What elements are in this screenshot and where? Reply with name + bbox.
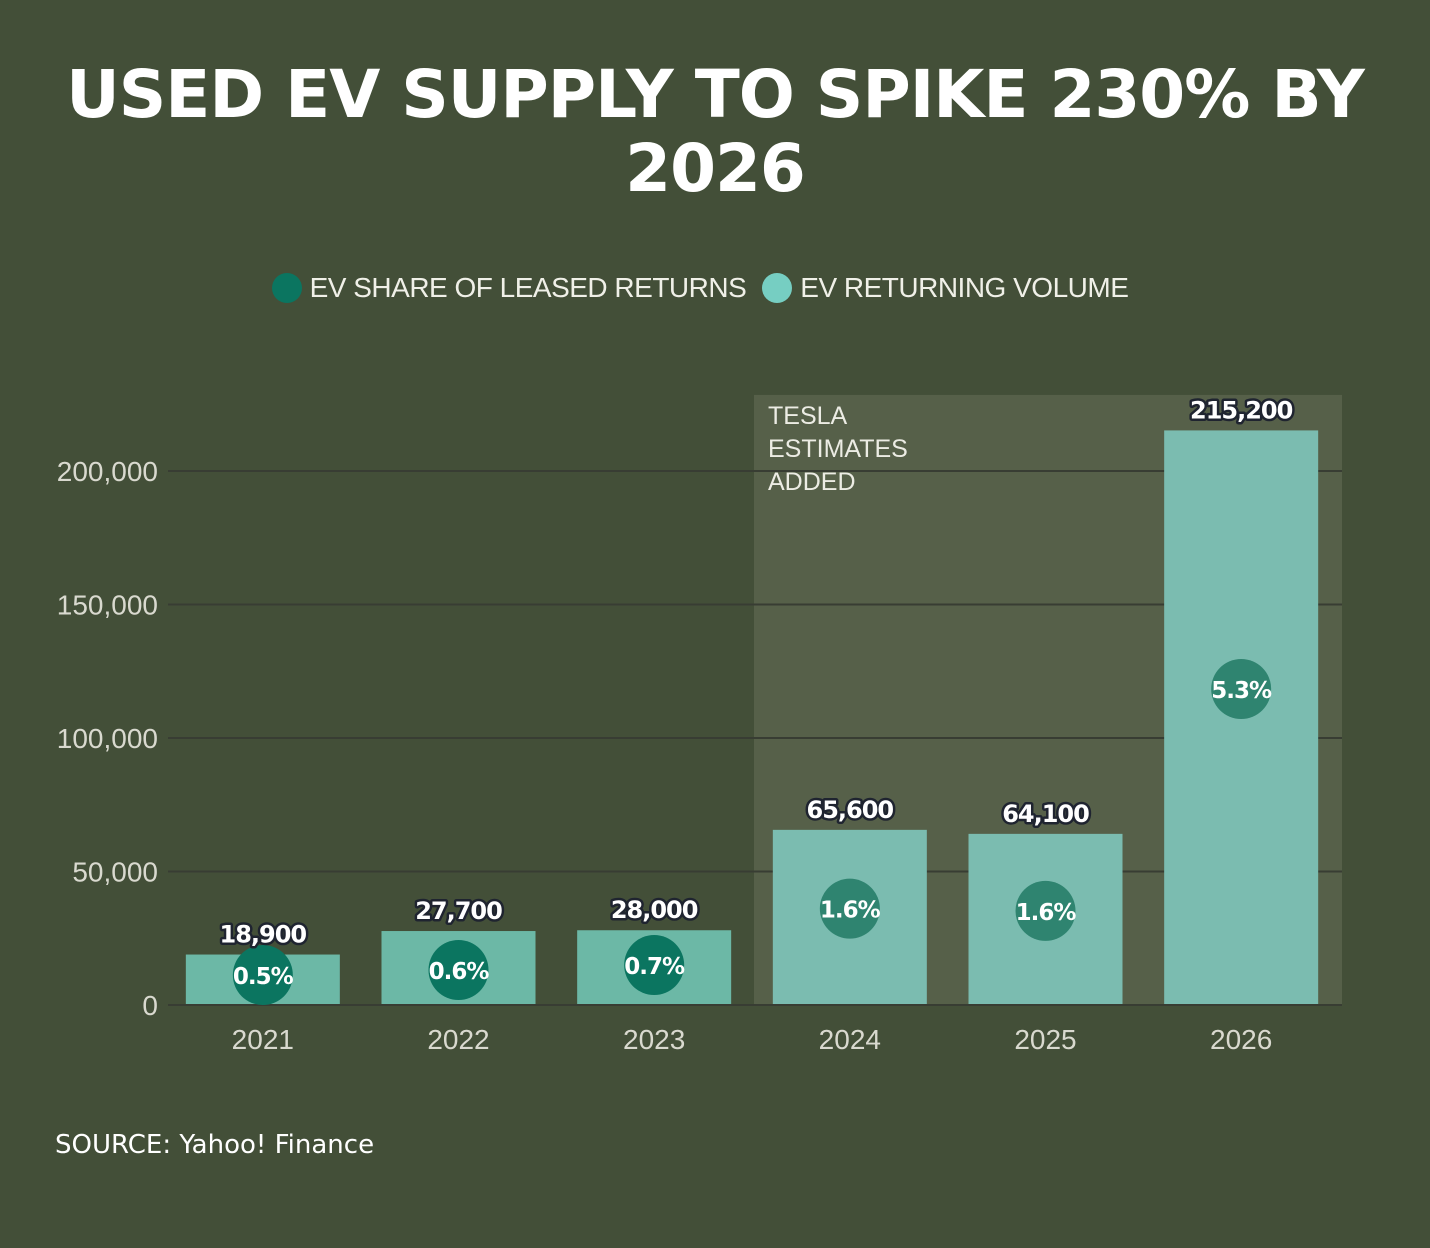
value-label-2024: 65,600 xyxy=(807,796,894,824)
x-tick-label-2026: 2026 xyxy=(1210,1024,1272,1055)
legend-item-volume: EV RETURNING VOLUME xyxy=(762,272,1129,304)
value-label-2026: 215,200 xyxy=(1190,396,1293,424)
share-label-2023: 0.7% xyxy=(624,954,685,980)
share-dot-2022 xyxy=(428,940,489,1000)
share-label-2022: 0.6% xyxy=(429,959,490,985)
chart-title: USED EV SUPPLY TO SPIKE 230% BY 2026 xyxy=(66,56,1365,207)
legend-dot-share xyxy=(271,273,302,303)
legend-item-share: EV SHARE OF LEASED RETURNS xyxy=(271,272,747,304)
legend-label-share: EV SHARE OF LEASED RETURNS xyxy=(309,272,747,303)
share-dot-2021 xyxy=(232,945,293,1005)
share-dot-2024 xyxy=(819,878,880,939)
x-tick-label-2025: 2025 xyxy=(1014,1024,1076,1055)
x-tick-label-2023: 2023 xyxy=(623,1024,685,1055)
y-tick-label: 100,000 xyxy=(57,723,158,754)
annotation-line: ESTIMATES xyxy=(768,435,908,463)
x-tick-label-2021: 2021 xyxy=(232,1024,294,1055)
value-label-2022: 27,700 xyxy=(415,897,502,925)
annotation-line: ADDED xyxy=(768,468,856,496)
x-tick-label-2022: 2022 xyxy=(427,1024,489,1055)
share-dot-2026 xyxy=(1211,658,1272,719)
share-label-2026: 5.3% xyxy=(1211,678,1272,704)
share-dot-2025 xyxy=(1015,880,1076,941)
share-label-2021: 0.5% xyxy=(233,964,294,990)
y-tick-label: 200,000 xyxy=(57,456,158,487)
y-tick-label: 0 xyxy=(142,990,158,1021)
share-label-2024: 1.6% xyxy=(820,898,881,924)
legend-label-volume: EV RETURNING VOLUME xyxy=(800,272,1129,303)
legend-dot-volume xyxy=(762,273,793,303)
source-note: SOURCE: Yahoo! Finance xyxy=(55,1130,375,1160)
share-dot-2023 xyxy=(624,935,685,995)
legend: EV SHARE OF LEASED RETURNS EV RETURNING … xyxy=(0,272,1400,304)
share-label-2025: 1.6% xyxy=(1016,900,1077,926)
value-label-2021: 18,900 xyxy=(220,921,307,949)
value-label-2023: 28,000 xyxy=(611,896,698,924)
x-tick-label-2024: 2024 xyxy=(819,1024,881,1055)
annotation-line: TESLA xyxy=(768,402,848,430)
y-tick-label: 150,000 xyxy=(57,590,158,621)
value-label-2025: 64,100 xyxy=(1002,800,1089,828)
y-tick-label: 50,000 xyxy=(72,857,158,888)
